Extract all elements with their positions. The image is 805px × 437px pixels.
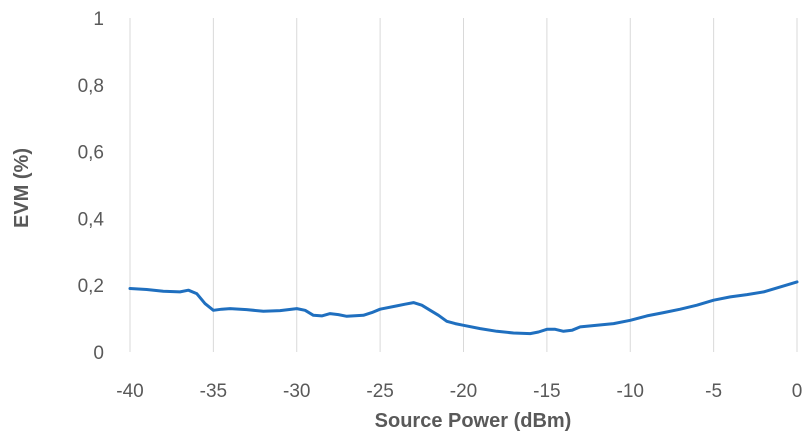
y-tick-label: 0 xyxy=(93,343,104,364)
y-tick-label: 1 xyxy=(93,9,104,30)
x-tick-label: -15 xyxy=(533,381,560,402)
x-tick-label: -40 xyxy=(116,381,143,402)
x-tick-label: -20 xyxy=(450,381,477,402)
evm-series-line xyxy=(128,280,799,336)
x-tick-label: -35 xyxy=(200,381,227,402)
x-axis-ticks: -40 -35 -30 -25 -20 -15 -10 -5 0 xyxy=(116,381,802,402)
x-tick-label: -25 xyxy=(366,381,393,402)
x-tick-label: 0 xyxy=(792,381,803,402)
series-layer xyxy=(128,280,799,336)
y-tick-label: 0,6 xyxy=(78,143,104,164)
x-tick-label: -5 xyxy=(705,381,722,402)
y-tick-label: 0,8 xyxy=(78,76,104,97)
y-tick-label: 0,2 xyxy=(78,276,104,297)
y-tick-label: 0,4 xyxy=(78,209,105,230)
x-tick-label: -30 xyxy=(283,381,310,402)
x-tick-label: -10 xyxy=(617,381,644,402)
y-axis-ticks: 0 0,2 0,4 0,6 0,8 1 xyxy=(78,9,105,364)
gridlines xyxy=(129,18,798,352)
y-axis-title: EVM (%) xyxy=(11,148,33,228)
x-axis-title: Source Power (dBm) xyxy=(375,410,572,432)
